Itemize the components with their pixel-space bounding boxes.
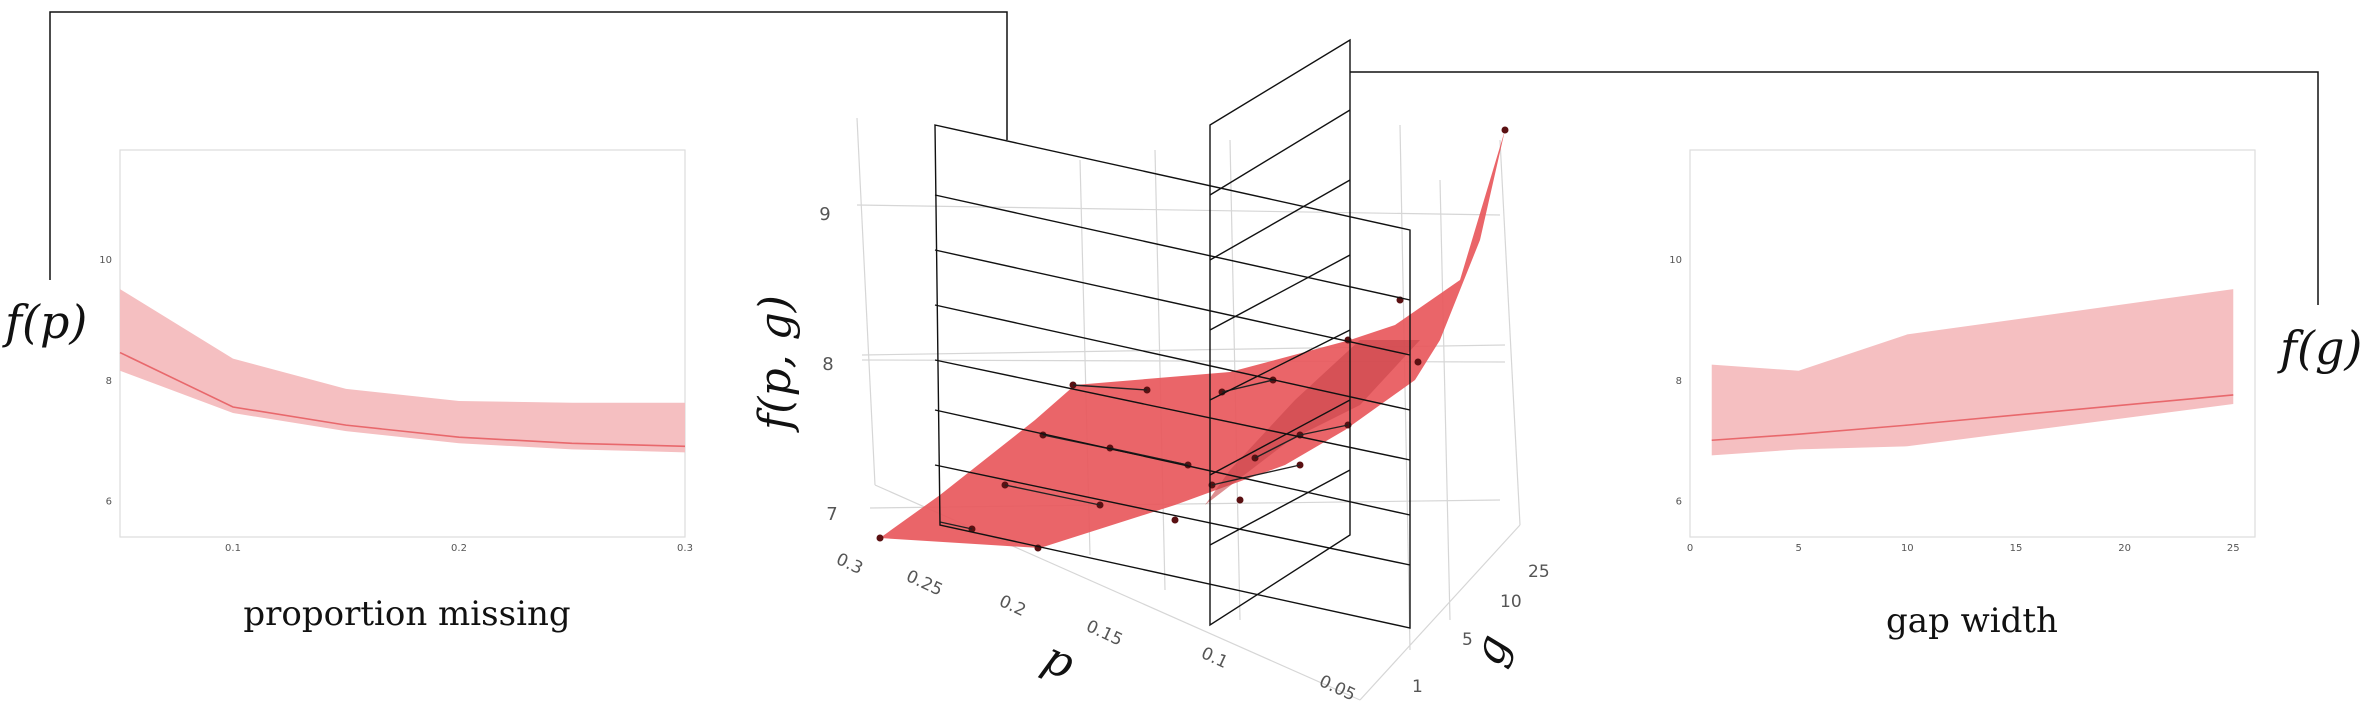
data-point — [1414, 358, 1422, 366]
g-tick-label: 25 — [1528, 562, 1550, 582]
right-y-ticks: 6 8 10 — [1669, 255, 1682, 508]
x-tick-label: 25 — [2227, 543, 2240, 554]
x-tick-label: 0.1 — [225, 543, 241, 554]
left-plot: 0.1 0.2 0.3 6 8 10 — [99, 149, 693, 554]
slice-plane-g — [1209, 38, 1351, 627]
g-tick-label: 1 — [1412, 677, 1423, 697]
fitted-surface-shade — [1205, 340, 1420, 505]
p-tick-label: 0.05 — [1316, 671, 1359, 705]
left-x-ticks: 0.1 0.2 0.3 — [225, 543, 693, 554]
p-tick-label: 0.3 — [833, 549, 866, 579]
slice-plane-p — [934, 124, 1411, 629]
y-tick-label: 8 — [1676, 376, 1682, 387]
data-point — [1501, 126, 1509, 134]
x-tick-label: 20 — [2118, 543, 2131, 554]
p-tick-label: 0.1 — [1198, 643, 1231, 673]
connector-left — [49, 11, 1008, 280]
right-plot-band — [1711, 289, 2234, 456]
right-plot: 0 5 10 15 20 25 6 8 10 — [1669, 149, 2256, 554]
right-x-label: gap width — [1886, 601, 2058, 641]
z-ticks: 7 8 9 — [819, 204, 837, 525]
g-tick-label: 5 — [1462, 630, 1473, 650]
connector-right — [1350, 71, 2319, 305]
x-tick-label: 0.2 — [451, 543, 467, 554]
y-tick-label: 10 — [1669, 255, 1682, 266]
g-ticks: 1 5 10 25 — [1412, 562, 1550, 697]
x-tick-label: 5 — [1795, 543, 1801, 554]
data-point — [1171, 516, 1179, 524]
y-tick-label: 8 — [106, 376, 112, 387]
x-tick-label: 0 — [1687, 543, 1693, 554]
p-ticks: 0.3 0.25 0.2 0.15 0.1 0.05 — [833, 549, 1359, 705]
right-x-ticks: 0 5 10 15 20 25 — [1687, 543, 2240, 554]
g-axis-label: g — [1462, 628, 1520, 672]
y-tick-label: 6 — [106, 497, 112, 508]
p-tick-label: 0.25 — [903, 566, 946, 600]
right-y-label: f(g) — [2277, 321, 2362, 375]
left-x-label: proportion missing — [243, 594, 570, 634]
p-tick-label: 0.15 — [1083, 616, 1126, 650]
x-tick-label: 10 — [1901, 543, 1914, 554]
p-tick-label: 0.2 — [996, 591, 1029, 621]
z-tick-label: 8 — [822, 354, 833, 375]
left-plot-line — [119, 351, 686, 448]
left-y-ticks: 6 8 10 — [99, 255, 112, 508]
surface-plot: 7 8 9 0.3 0.25 0.2 0.15 0.1 0.05 1 5 10 … — [750, 38, 1550, 706]
right-plot-line — [1711, 394, 2234, 442]
y-tick-label: 6 — [1676, 497, 1682, 508]
data-point — [876, 534, 884, 542]
g-tick-label: 10 — [1500, 592, 1522, 612]
x-tick-label: 0.3 — [677, 543, 693, 554]
left-y-label: f(p) — [2, 295, 87, 349]
fitted-surface — [880, 130, 1505, 548]
z-axis-label: f(p, g) — [750, 295, 801, 433]
x-tick-label: 15 — [2010, 543, 2023, 554]
data-point — [1236, 496, 1244, 504]
p-axis-label: p — [1035, 632, 1082, 690]
surface-box — [856, 117, 1521, 701]
z-tick-label: 9 — [819, 204, 830, 225]
z-tick-label: 7 — [826, 504, 837, 525]
y-tick-label: 10 — [99, 255, 112, 266]
connector-lines — [49, 11, 2319, 305]
